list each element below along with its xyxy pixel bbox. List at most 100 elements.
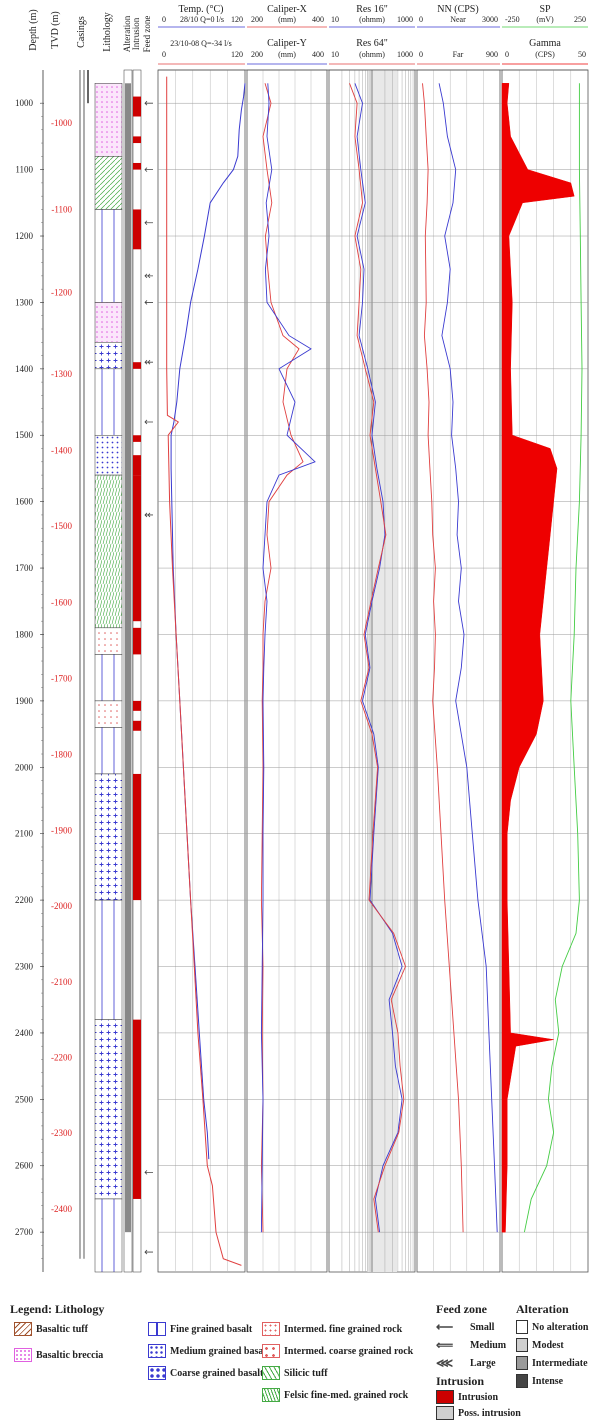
legend-no-alteration: No alteration <box>516 1320 588 1334</box>
lithology-header: Lithology <box>102 12 113 51</box>
caliper-y-max: 400 <box>312 50 324 59</box>
md-tick-1800: 1800 <box>15 629 34 639</box>
res16-min: 10 <box>331 15 339 24</box>
intense-swatch <box>516 1374 528 1388</box>
small-arrow-icon: ⟵ <box>436 1320 454 1334</box>
nn-near-curve <box>438 83 498 1233</box>
legend-modest: Modest <box>516 1338 564 1352</box>
intrusion-block-4 <box>133 362 141 369</box>
legend: Legend: Lithology Basaltic tuff Basaltic… <box>0 1300 591 1420</box>
intrusion-block-6 <box>133 455 141 476</box>
lithology-layer-2 <box>94 209 123 303</box>
tvd-tick-9: -1900 <box>51 825 72 835</box>
legend-intrusion: Intrusion <box>436 1390 498 1404</box>
lithology-layer-10 <box>94 700 123 728</box>
gamma-unit: (CPS) <box>535 50 555 59</box>
lithology-layer-15 <box>94 1198 123 1273</box>
md-tick-1500: 1500 <box>15 430 34 440</box>
caliper-x-curve <box>260 83 304 1233</box>
large-arrow-icon: ⋘ <box>436 1356 454 1370</box>
tvd-tick-11: -2100 <box>51 977 72 987</box>
md-tick-1000: 1000 <box>15 98 34 108</box>
intrusion-block-11 <box>133 773 141 901</box>
feed-zone-arrow2-7 <box>147 512 151 518</box>
caliper-y-title: Caliper-Y <box>267 38 307 49</box>
feed-zone-arrow-8 <box>144 1170 153 1175</box>
poss-intrusion-swatch <box>436 1406 454 1420</box>
intrusion-block-12 <box>133 1019 141 1199</box>
tvd-tick-0: -1000 <box>51 118 72 128</box>
legend-intermediate: Intermediate <box>516 1356 588 1370</box>
md-tick-2200: 2200 <box>15 895 34 905</box>
nn-near-min: 0 <box>419 15 423 24</box>
temp-title: Temp. (°C) <box>179 4 224 15</box>
md-tick-1100: 1100 <box>15 165 33 175</box>
caliper-y-min: 200 <box>251 50 263 59</box>
caliper-track-frame <box>246 69 328 1273</box>
caliper-y-unit: (mm) <box>278 50 296 59</box>
temp-c1-min: 0 <box>162 15 166 24</box>
legend-intense: Intense <box>516 1374 563 1388</box>
lithology-layer-11 <box>94 727 123 775</box>
legend-feed-medium: ⟸ Medium <box>436 1338 507 1352</box>
intrusion-header: Intrusion <box>131 17 141 50</box>
legend-intermed-fine: Intermed. fine grained rock <box>262 1322 402 1336</box>
res64-min: 10 <box>331 50 339 59</box>
lithology-layer-0 <box>94 83 123 157</box>
intermed-coarse-swatch <box>262 1344 280 1358</box>
feed-zone-arrow-3 <box>144 273 153 279</box>
well-log-chart: Depth (m) TVD (m) Casings Lithology Alterati… <box>15 4 589 1273</box>
tuff-swatch <box>14 1322 32 1336</box>
lithology-layer-7 <box>94 474 123 629</box>
casings-header: Casings <box>76 16 87 48</box>
tvd-tick-2: -1200 <box>51 287 72 297</box>
tvd-tick-10: -2000 <box>51 901 72 911</box>
lithology-layer-8 <box>94 627 123 655</box>
feed-zone-title: Feed zone <box>436 1302 487 1316</box>
res16-max: 1000 <box>397 15 413 24</box>
res64-unit: (ohmm) <box>359 50 385 59</box>
feed-zone-arrow-5 <box>144 359 153 365</box>
tvd-tick-7: -1700 <box>51 673 72 683</box>
temp-curve-2 <box>166 76 242 1266</box>
coarse-basalt-swatch <box>148 1366 166 1380</box>
intrusion-block-7 <box>133 475 141 622</box>
feed-zone-arrow2-5 <box>147 359 151 365</box>
nn-far-min: 0 <box>419 50 423 59</box>
lithology-layer-5 <box>94 368 123 436</box>
tvd-tick-12: -2200 <box>51 1052 72 1062</box>
feed-zone-header: Feed zone <box>142 16 152 53</box>
intrusion-swatch <box>436 1390 454 1404</box>
medium-basalt-swatch <box>148 1344 166 1358</box>
lithology-layer-1 <box>94 156 123 210</box>
gamma-title: Gamma <box>529 38 561 49</box>
sp-curve <box>523 83 583 1233</box>
lithology-layer-12 <box>94 773 123 901</box>
md-tick-2700: 2700 <box>15 1227 34 1237</box>
caliper-y-curve <box>260 83 316 1233</box>
res64-title: Res 64" <box>356 38 388 49</box>
modest-swatch <box>516 1338 528 1352</box>
feed-zone-arrow-0 <box>144 100 153 106</box>
felsic-swatch <box>262 1388 280 1402</box>
temp-c2-label: 23/10-08 Q=-34 l/s <box>170 39 231 48</box>
nn-near-label: Near <box>450 15 466 24</box>
nn-far-max: 900 <box>486 50 498 59</box>
feed-zone-arrow-2 <box>144 220 153 226</box>
legend-feed-large: ⋘ Large <box>436 1356 496 1370</box>
tvd-tick-1: -1100 <box>51 204 72 214</box>
alteration-header: Alteration <box>122 15 132 52</box>
tvd-tick-5: -1500 <box>51 521 72 531</box>
md-tick-2600: 2600 <box>15 1161 34 1171</box>
tvd-tick-8: -1800 <box>51 750 72 760</box>
nn-far-label: Far <box>453 50 464 59</box>
legend-feed-small: ⟵ Small <box>436 1320 495 1334</box>
alteration-title: Alteration <box>516 1302 569 1316</box>
temp-c1-label: 28/10 Q=0 l/s <box>180 15 224 24</box>
tvd-tick-3: -1300 <box>51 369 72 379</box>
caliper-x-max: 400 <box>312 15 324 24</box>
md-tick-2300: 2300 <box>15 962 34 972</box>
nn-title: NN (CPS) <box>437 4 478 15</box>
temp-c2-max: 120 <box>231 50 243 59</box>
nn-near-max: 3000 <box>482 15 498 24</box>
